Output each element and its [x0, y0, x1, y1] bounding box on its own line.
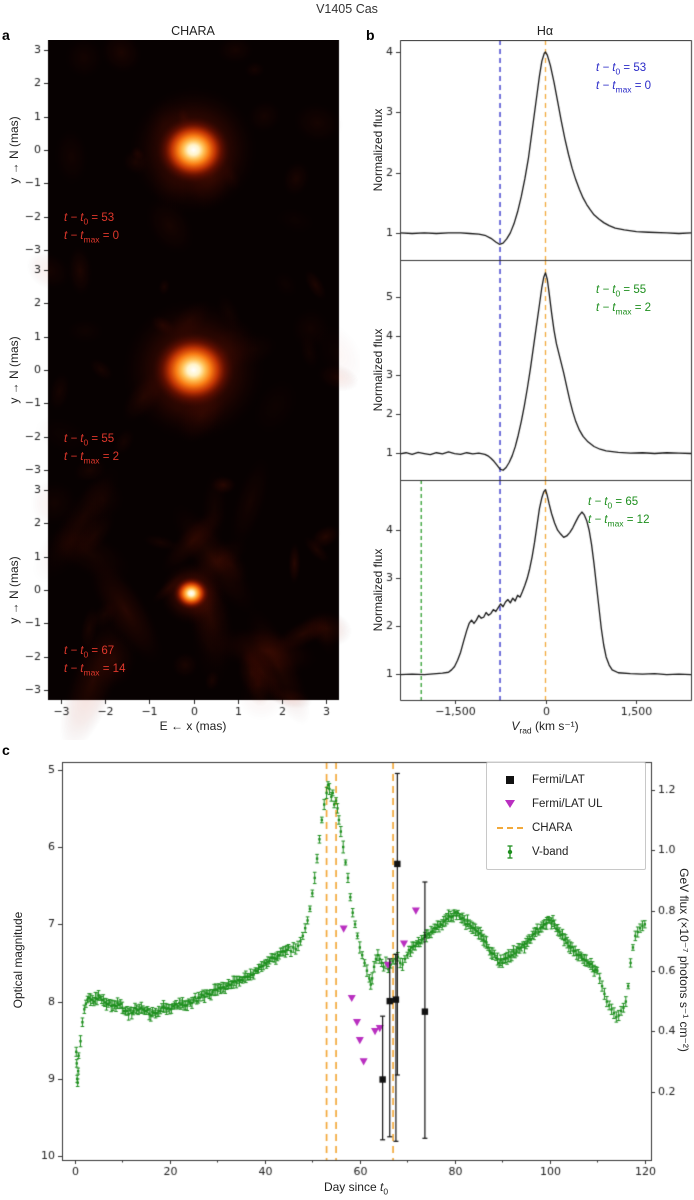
- annotation-line: t − t0 = 65: [588, 496, 639, 511]
- axis-label-vrad: Vrad (km s⁻¹): [511, 719, 579, 736]
- axis-label-y-north-3: y → N (mas): [7, 556, 21, 624]
- epoch-annotation-b3: t − t0 = 65 t − tmax = 12: [588, 494, 649, 530]
- halpha-title: Hα: [536, 24, 554, 38]
- annotation-line: t − tmax = 14: [64, 662, 126, 678]
- legend-label: V-band: [532, 846, 569, 858]
- square-marker-icon: [497, 772, 523, 788]
- legend-label: Fermi/LAT: [532, 774, 585, 786]
- axis-label-y-north-1: y → N (mas): [7, 116, 21, 184]
- annotation-line: t − tmax = 0: [596, 79, 652, 95]
- epoch-annotation-b1: t − t0 = 53 t − tmax = 0: [596, 60, 651, 96]
- halpha-spectra-canvas: [368, 40, 694, 740]
- axis-label-gev-flux: GeV flux (×10⁻⁷ photons s⁻¹ cm⁻²): [677, 868, 691, 1052]
- legend-item-v-band: V-band: [497, 844, 635, 860]
- dashed-marker-icon: [497, 820, 523, 836]
- epoch-annotation-b2: t − t0 = 55 t − tmax = 2: [596, 282, 651, 318]
- annotation-line: t − t0 = 55: [596, 284, 647, 299]
- legend-item-fermi-lat: Fermi/LAT: [497, 772, 635, 788]
- annotation-line: t − tmax = 2: [596, 301, 652, 317]
- panel-a-label: a: [2, 27, 10, 43]
- chara-title: CHARA: [171, 24, 215, 38]
- legend-item-chara: CHARA: [497, 820, 635, 836]
- legend-label: Fermi/LAT UL: [532, 798, 603, 810]
- annotation-line: t − t0 = 53: [596, 62, 647, 77]
- axis-label-optical-magnitude: Optical magnitude: [11, 911, 25, 1009]
- legend-box: Fermi/LAT Fermi/LAT UL CHARA V-band: [486, 762, 646, 870]
- legend-item-fermi-lat-ul: Fermi/LAT UL: [497, 796, 635, 812]
- axis-label-day-since-t0: Day since t0: [323, 1180, 389, 1197]
- axis-label-normalized-flux-1: Normalized flux: [371, 108, 385, 192]
- chara-images-canvas: [0, 40, 360, 740]
- legend-label: CHARA: [532, 822, 573, 834]
- axis-label-east-x: E ← x (mas): [159, 719, 227, 733]
- annotation-line: t − t0 = 67: [64, 645, 115, 660]
- triangle-marker-icon: [497, 796, 523, 812]
- annotation-line: t − tmax = 12: [588, 513, 650, 529]
- axis-label-y-north-2: y → N (mas): [7, 336, 21, 404]
- axis-label-normalized-flux-3: Normalized flux: [371, 548, 385, 632]
- axis-label-normalized-flux-2: Normalized flux: [371, 328, 385, 412]
- panel-b-label: b: [366, 27, 375, 43]
- annotation-line: t − tmax = 0: [64, 229, 120, 245]
- annotation-line: t − t0 = 55: [64, 433, 115, 448]
- errdot-marker-icon: [497, 844, 523, 860]
- epoch-annotation-a1: t − t0 = 53 t − tmax = 0: [64, 210, 119, 246]
- figure-title: V1405 Cas: [316, 2, 378, 16]
- epoch-annotation-a3: t − t0 = 67 t − tmax = 14: [64, 643, 125, 679]
- epoch-annotation-a2: t − t0 = 55 t − tmax = 2: [64, 431, 119, 467]
- annotation-line: t − t0 = 53: [64, 212, 115, 227]
- annotation-line: t − tmax = 2: [64, 450, 120, 466]
